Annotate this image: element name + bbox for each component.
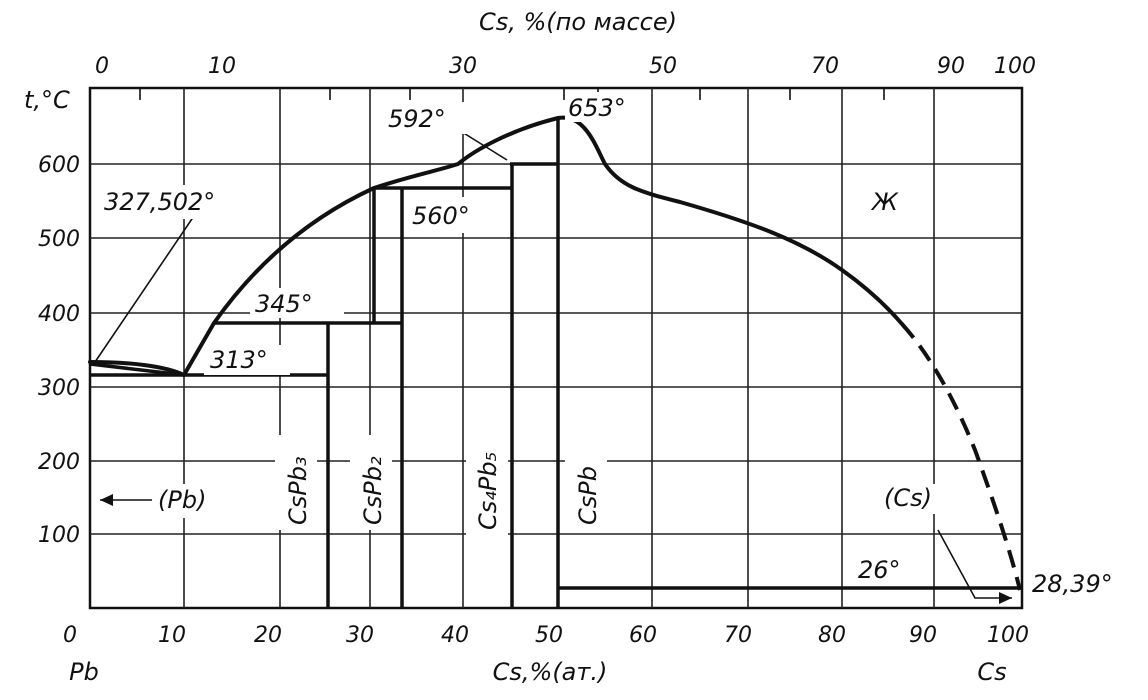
- left-component-label: Pb: [69, 658, 99, 686]
- top-axis-ticks: [139, 88, 885, 100]
- y-tick-label: 300: [38, 376, 80, 401]
- eutectic-313-label: 313°: [210, 346, 268, 374]
- bottom-tick-label: 20: [254, 623, 282, 648]
- label-bg: [204, 345, 290, 375]
- peritectic-345-label: 345°: [255, 290, 313, 318]
- label-bg: [275, 435, 317, 530]
- label-bg: [466, 410, 508, 535]
- top-tick-label: 30: [449, 54, 477, 79]
- pb-solvus: [89, 362, 185, 377]
- bottom-tick-label: 100: [987, 623, 1029, 648]
- cs4pb5-label: Cs₄Pb₅: [474, 452, 502, 530]
- liquid-label: Ж: [870, 188, 899, 216]
- cs-melting-label: 28,39°: [1032, 570, 1113, 598]
- y-axis-title: t,°C: [24, 86, 70, 114]
- bottom-tick-label: 40: [441, 623, 469, 648]
- max-653-label: 653°: [568, 94, 626, 122]
- bottom-tick-label: 10: [158, 623, 186, 648]
- top-tick-label: 0: [95, 54, 109, 79]
- peritectic-592-label: 592°: [388, 105, 446, 133]
- pb-melting-leader: [94, 209, 199, 363]
- top-tick-label: 10: [208, 54, 236, 79]
- label-bg: [565, 92, 645, 122]
- top-tick-label: 50: [649, 54, 677, 79]
- liquidus-curve: [88, 115, 904, 377]
- bottom-tick-label: 80: [818, 623, 846, 648]
- bottom-tick-label: 30: [346, 623, 374, 648]
- pb-phase-label: (Pb): [158, 486, 206, 514]
- cspb2-label: CsPb₂: [359, 456, 387, 525]
- top-tick-label: 100: [994, 54, 1036, 79]
- pb-phase-arrowhead: [100, 494, 113, 506]
- cspb3-label: CsPb₃: [284, 456, 312, 525]
- bottom-tick-label: 60: [629, 623, 657, 648]
- cs-phase-label: (Cs): [884, 484, 932, 512]
- label-bg: [565, 455, 607, 530]
- label-bg: [152, 484, 232, 518]
- phase-boundaries: [89, 118, 1020, 608]
- eutectic-26-label: 26°: [858, 556, 901, 584]
- liquidus-dashed: [900, 322, 1022, 591]
- label-bg: [408, 197, 500, 233]
- label-bg: [384, 102, 474, 134]
- y-tick-label: 600: [38, 153, 80, 178]
- plot-frame: [88, 86, 1024, 610]
- y-tick-label: 100: [38, 523, 80, 548]
- cspb-label: CsPb: [574, 466, 602, 525]
- right-component-label: Cs: [977, 658, 1006, 686]
- label-bg: [855, 555, 915, 585]
- bottom-tick-label: 70: [724, 623, 752, 648]
- bottom-tick-label: 90: [909, 623, 937, 648]
- top-tick-label: 70: [811, 54, 839, 79]
- y-tick-label: 400: [38, 302, 80, 327]
- cs-phase-arrowhead: [999, 592, 1012, 604]
- label-bg: [880, 484, 948, 514]
- label-bg: [350, 435, 392, 530]
- label-bg: [98, 185, 238, 219]
- y-tick-label: 500: [38, 227, 80, 252]
- bottom-axis-title: Cs,%(ат.): [493, 658, 608, 686]
- top-axis-title: Cs, %(по массе): [479, 8, 677, 36]
- y-tick-label: 200: [38, 450, 80, 475]
- peritectic-560-label: 560°: [412, 202, 470, 230]
- label-bg: [868, 185, 898, 217]
- peritectic-592-leader: [461, 131, 508, 161]
- top-tick-label: 90: [937, 54, 965, 79]
- label-bg: [250, 288, 344, 318]
- bottom-tick-label: 0: [63, 623, 77, 648]
- bottom-tick-label: 50: [535, 623, 563, 648]
- pb-melting-label: 327,502°: [104, 188, 215, 216]
